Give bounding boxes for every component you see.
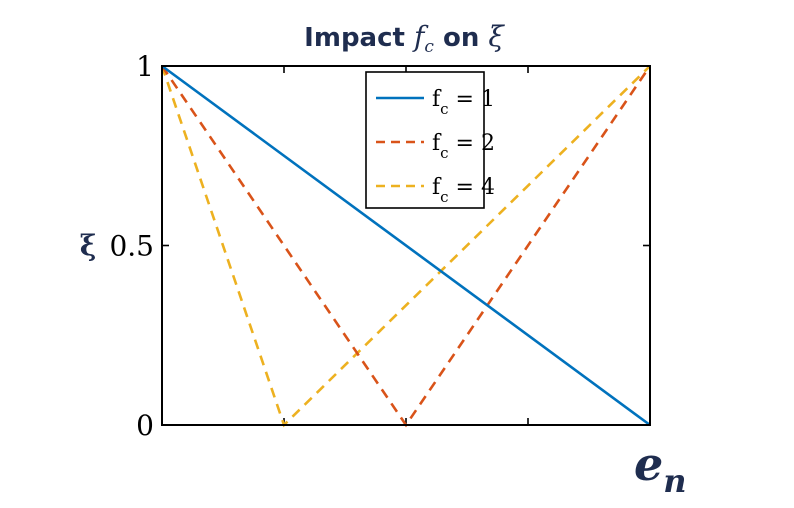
x-axis-label: en [634, 437, 687, 500]
chart-title: Impact fc on ξ [304, 20, 505, 57]
y-tick-label-2: 1 [136, 50, 154, 83]
legend-box [365, 71, 485, 209]
legend-label-3: fc = 4 [432, 175, 495, 206]
plot-frame [161, 65, 651, 426]
y-tick-label-1: 0.5 [109, 230, 154, 263]
legend-label-1: fc = 1 [432, 87, 495, 118]
series-line-1 [161, 64, 651, 427]
legend-label-2: fc = 2 [432, 131, 495, 162]
y-tick-label-0: 0 [136, 409, 154, 442]
legend: fc = 1 fc = 2 fc = 4 [365, 71, 495, 209]
y-axis-label: ξ [80, 229, 97, 262]
